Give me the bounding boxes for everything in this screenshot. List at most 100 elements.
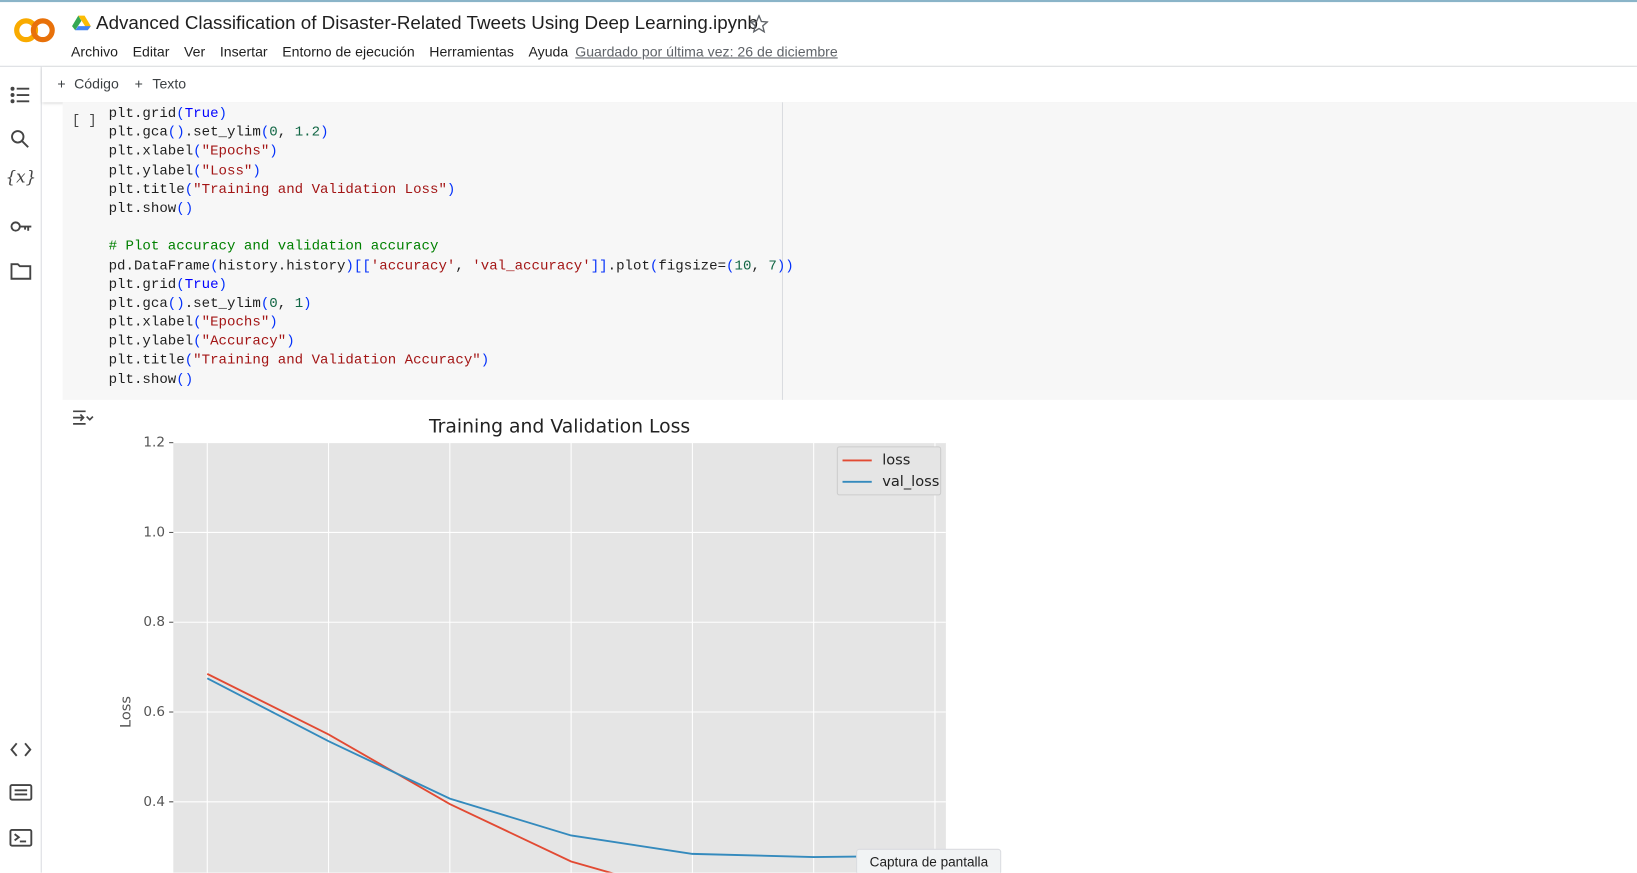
code-token: plt.show <box>108 372 177 388</box>
code-token: ) <box>269 315 278 332</box>
code-token: ) <box>286 334 295 351</box>
menu-item[interactable]: Archivo <box>70 43 118 60</box>
code-token: , <box>277 296 295 313</box>
code-token: () <box>167 296 185 313</box>
code-line: # Plot accuracy and validation accuracy <box>109 238 794 257</box>
code-token: ( <box>193 144 202 161</box>
code-cell[interactable] <box>62 102 1637 400</box>
code-line: plt.xlabel("Epochs") <box>109 143 794 162</box>
code-token: ]] <box>590 258 608 275</box>
code-line: plt.ylabel("Loss") <box>109 162 794 181</box>
code-token: ( <box>184 182 194 199</box>
code-token: ) <box>218 106 228 123</box>
menu-item[interactable]: Ver <box>184 43 206 60</box>
code-token: "Epochs" <box>201 315 270 332</box>
menu-item[interactable]: Herramientas <box>429 43 514 60</box>
code-token: plt.ylabel <box>108 334 194 351</box>
menu-item[interactable]: Insertar <box>219 43 268 60</box>
code-token: 1 <box>294 296 304 313</box>
code-line: plt.show() <box>109 200 794 219</box>
add-text-button[interactable]: Texto <box>152 76 187 92</box>
code-token: history.history <box>218 258 346 275</box>
code-token: ( <box>193 334 202 351</box>
code-token: plt.grid <box>108 277 177 294</box>
top-accent <box>0 0 1637 3</box>
menu-item[interactable]: Ayuda <box>528 43 569 60</box>
notebook-title[interactable]: Advanced Classification of Disaster-Rela… <box>96 12 758 34</box>
code-token: ( <box>184 353 194 369</box>
code-line: plt.title("Training and Validation Accur… <box>109 352 794 371</box>
code-token: plt.grid <box>108 106 177 123</box>
add-code-button[interactable]: Código <box>74 76 119 92</box>
header-border <box>0 65 1637 67</box>
code-token: ( <box>176 106 185 123</box>
code-token: ) <box>446 182 456 199</box>
menu-item[interactable]: Editar <box>132 43 170 60</box>
legend-box <box>836 446 942 496</box>
code-line: plt.gca().set_ylim(0, 1) <box>109 295 794 314</box>
menu-bar: Archivo Editar Ver Insertar Entorno de ejecu… <box>71 44 568 60</box>
code-token: plt.xlabel <box>108 144 194 161</box>
colab-logo[interactable] <box>13 15 57 46</box>
code-line: plt.title("Training and Validation Loss"… <box>109 181 794 200</box>
code-token: ) <box>218 277 228 294</box>
menu-item[interactable]: Entorno de ejecución <box>282 43 415 60</box>
code-line: plt.grid(True) <box>109 105 794 124</box>
code-token: ) <box>320 125 329 142</box>
code-token: , <box>455 258 473 275</box>
code-token: ( <box>649 258 659 275</box>
code-token: ) <box>252 163 261 180</box>
code-line: plt.ylabel("Accuracy") <box>109 333 794 352</box>
code-token: plt.xlabel <box>108 315 194 332</box>
star-button[interactable] <box>749 14 769 34</box>
code-line: plt.xlabel("Epochs") <box>109 314 794 333</box>
folder-icon[interactable] <box>10 263 32 280</box>
code-line: plt.gca().set_ylim(0, 1.2) <box>109 124 794 143</box>
last-saved[interactable]: Guardado por última vez: 26 de diciembre <box>575 43 838 60</box>
code-token: "Loss" <box>201 163 253 180</box>
code-token: ) <box>480 353 490 369</box>
code-token: .plot <box>607 258 650 275</box>
code-token: plt.ylabel <box>108 163 194 180</box>
code-token: ( <box>210 258 219 275</box>
code-editor[interactable]: plt.grid(True) plt.gca().set_ylim(0, 1.2)… <box>109 105 794 390</box>
y-axis-label: Loss <box>117 696 134 728</box>
y-tick-label: 0.8 <box>143 614 165 630</box>
code-token: )) <box>776 258 794 275</box>
code-token: True <box>184 277 219 294</box>
run-marker[interactable]: [ ] <box>72 112 97 129</box>
key-icon[interactable] <box>10 221 32 232</box>
code-token: plt.gca <box>108 125 168 142</box>
code-token: 0 <box>269 296 278 313</box>
chart-title: Training and Validation Loss <box>428 417 690 438</box>
code-line: plt.show() <box>109 371 794 390</box>
terminal-icon[interactable] <box>9 829 33 847</box>
code-token: plt.title <box>108 182 185 199</box>
series-line <box>206 673 615 873</box>
search-icon[interactable] <box>11 130 29 148</box>
code-token: # Plot accuracy and validation accuracy <box>108 239 439 256</box>
toc-icon[interactable] <box>10 86 30 104</box>
code-token: 'accuracy' <box>370 258 456 275</box>
code-token: True <box>184 106 219 123</box>
tooltip: Captura de pantalla <box>856 848 1002 873</box>
code-token: , <box>277 125 295 142</box>
code-snippets-icon[interactable] <box>10 742 32 757</box>
code-line: pd.DataFrame(history.history)[['accuracy… <box>109 257 794 276</box>
sidebar: {𝑥} <box>0 66 42 873</box>
output-toggle[interactable] <box>71 408 94 427</box>
legend: loss val_loss <box>836 446 942 496</box>
code-token: [[ <box>353 258 371 275</box>
code-token: plt.show <box>108 201 177 218</box>
series-line <box>206 677 935 858</box>
code-token: ( <box>726 258 735 275</box>
add-text-plus[interactable]: + <box>134 76 143 92</box>
code-token: ( <box>193 315 202 332</box>
code-token: ( <box>260 296 270 313</box>
code-token: ( <box>176 277 185 294</box>
variables-icon[interactable]: {𝑥} <box>6 167 37 187</box>
command-palette-icon[interactable] <box>9 784 33 801</box>
add-code-plus[interactable]: + <box>57 76 66 92</box>
